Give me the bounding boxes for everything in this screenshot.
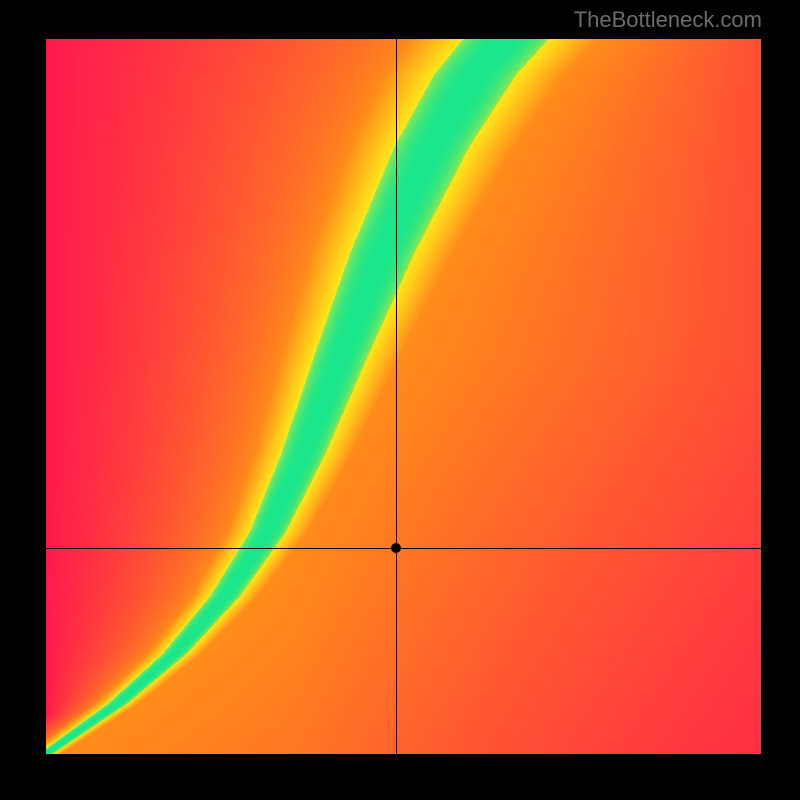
crosshair-horizontal: [46, 548, 761, 549]
chart-container: TheBottleneck.com: [0, 0, 800, 800]
crosshair-vertical: [396, 39, 397, 754]
heatmap-canvas: [46, 39, 761, 754]
plot-area: [46, 39, 761, 754]
watermark-text: TheBottleneck.com: [574, 7, 762, 33]
